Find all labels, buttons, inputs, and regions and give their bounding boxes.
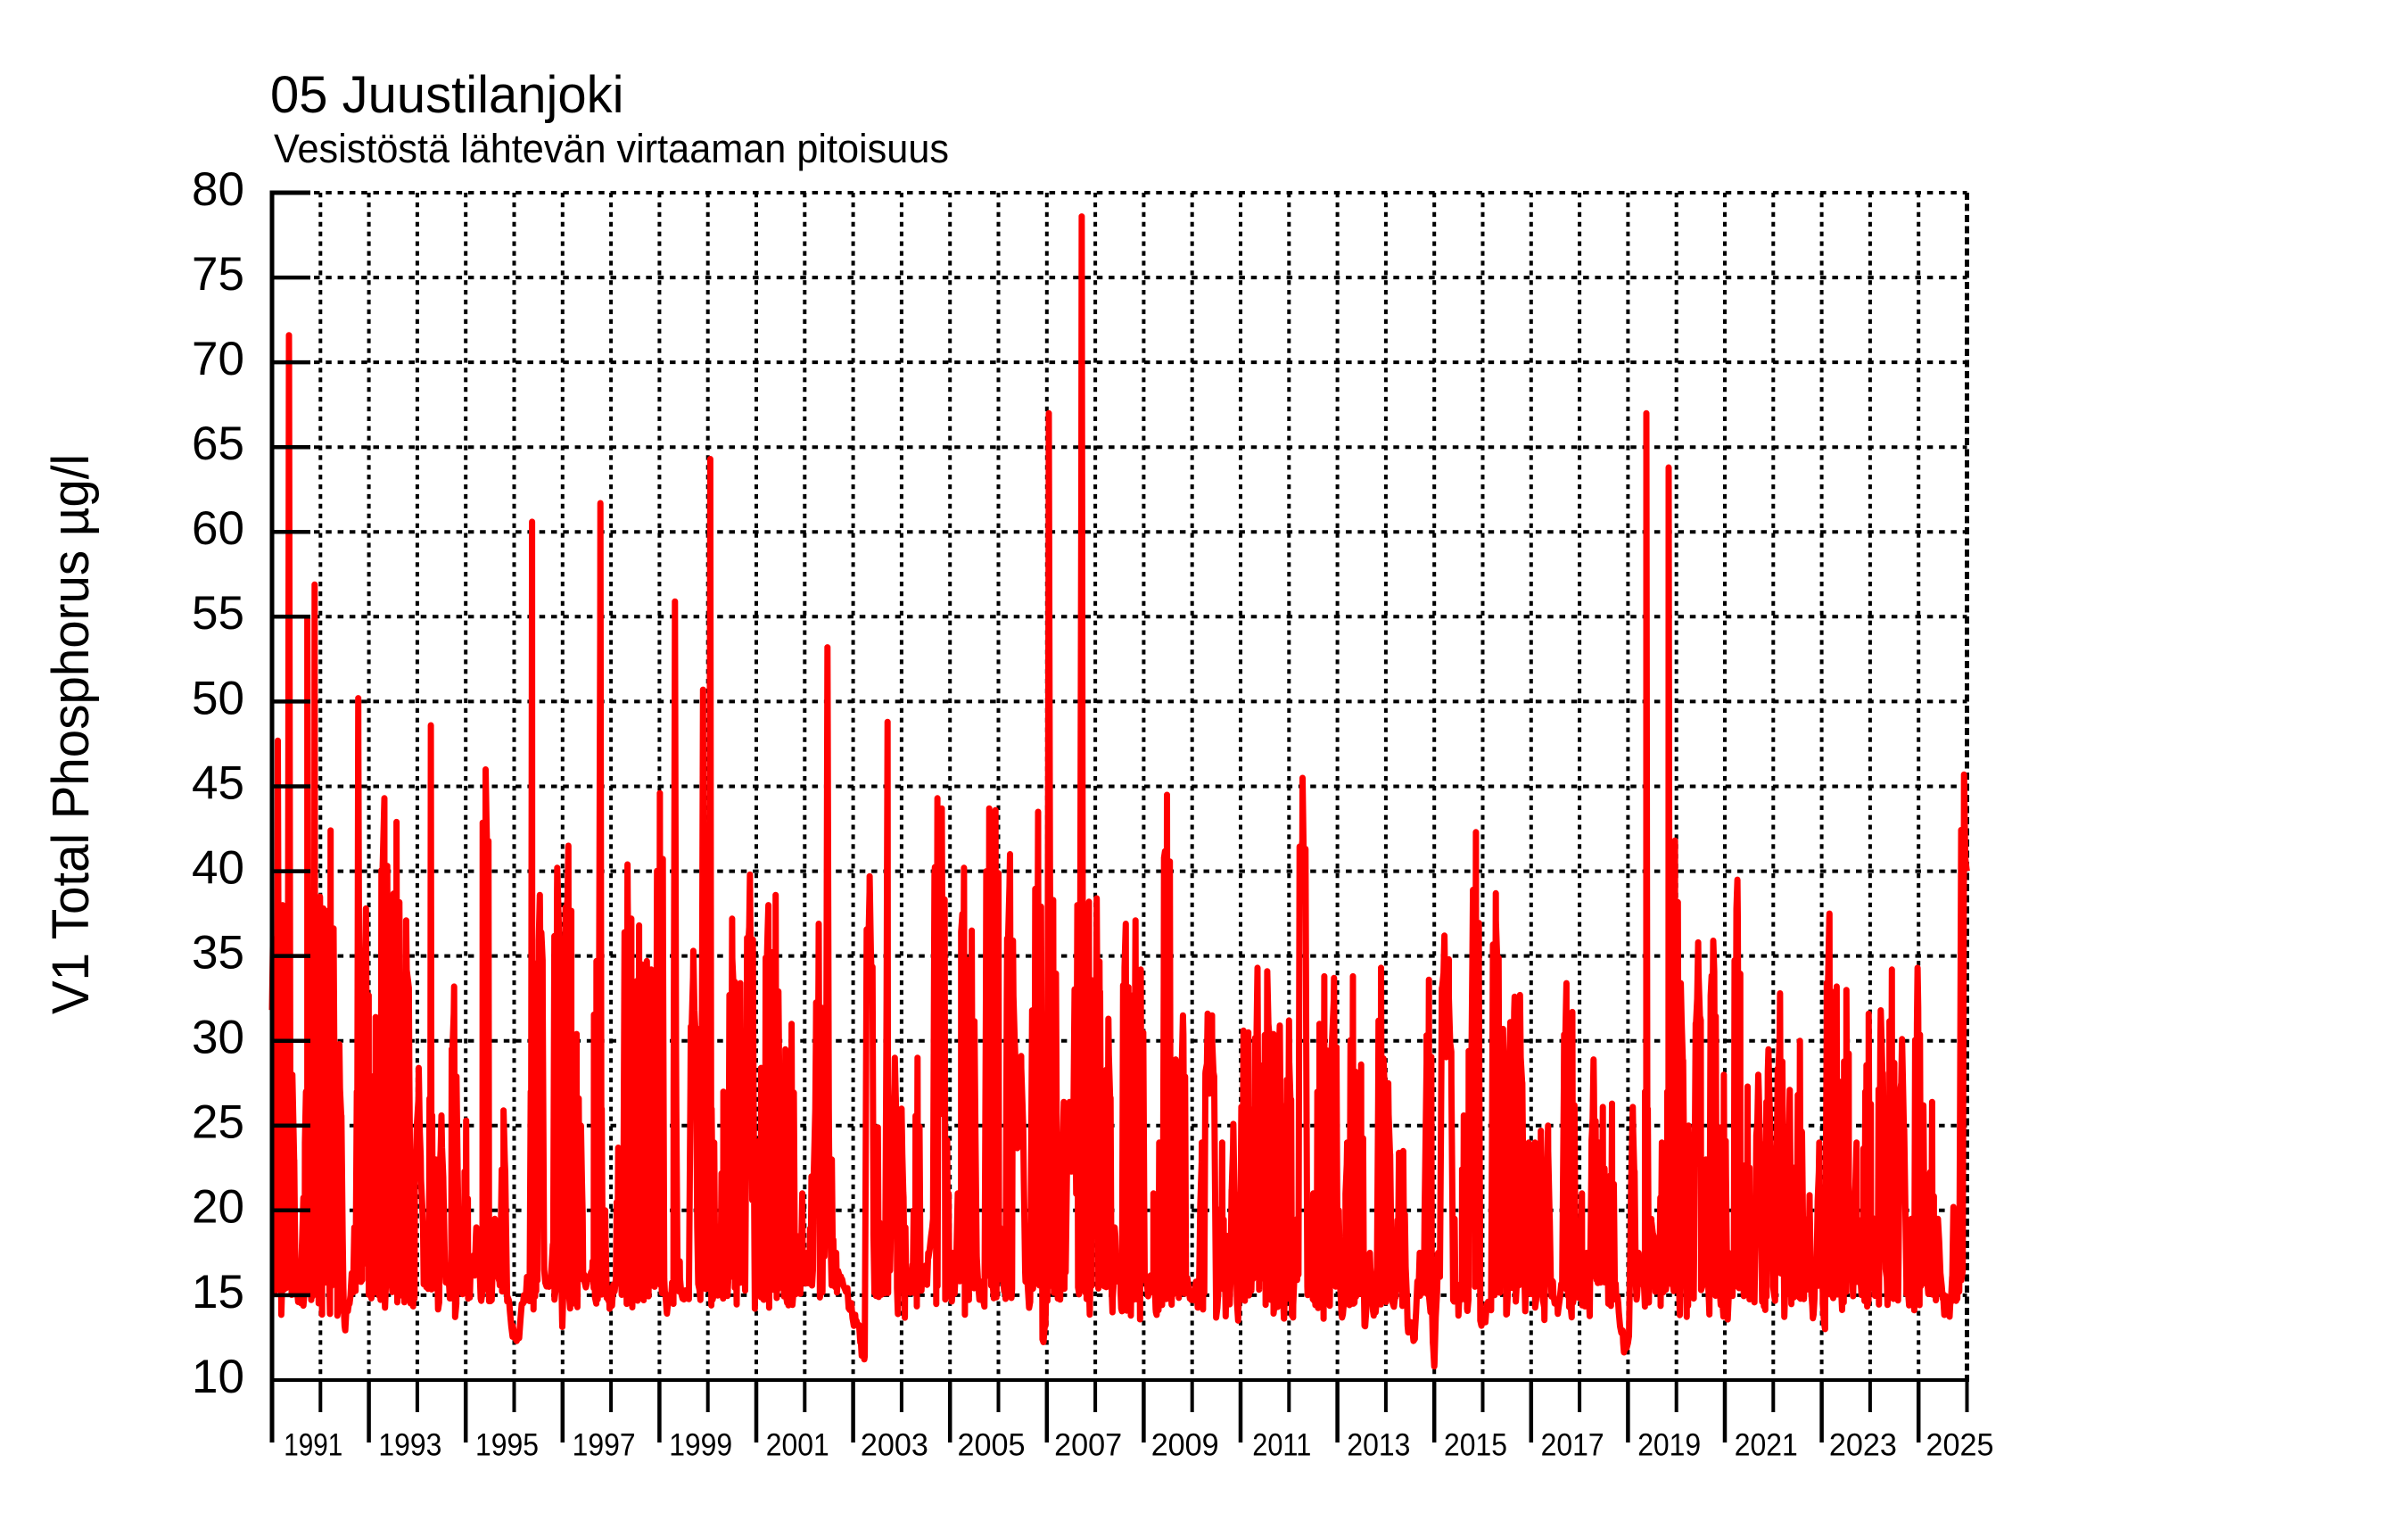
svg-text:2019: 2019 — [1637, 1428, 1701, 1463]
svg-text:2021: 2021 — [1735, 1428, 1798, 1463]
svg-text:1995: 1995 — [475, 1428, 539, 1463]
svg-text:1999: 1999 — [669, 1428, 732, 1463]
svg-text:70: 70 — [192, 333, 244, 385]
svg-text:45: 45 — [192, 756, 244, 809]
svg-text:65: 65 — [192, 417, 244, 470]
svg-text:1997: 1997 — [573, 1428, 636, 1463]
svg-text:75: 75 — [192, 248, 244, 301]
svg-text:2015: 2015 — [1444, 1428, 1507, 1463]
svg-text:30: 30 — [192, 1012, 244, 1064]
svg-text:2005: 2005 — [958, 1428, 1026, 1463]
svg-text:80: 80 — [192, 163, 244, 216]
svg-text:2011: 2011 — [1252, 1428, 1311, 1463]
svg-text:60: 60 — [192, 502, 244, 555]
svg-text:1991: 1991 — [284, 1428, 342, 1463]
svg-text:40: 40 — [192, 842, 244, 895]
svg-text:05 Juustilanjoki: 05 Juustilanjoki — [270, 66, 624, 124]
svg-text:15: 15 — [192, 1266, 244, 1318]
svg-text:2023: 2023 — [1829, 1428, 1897, 1463]
svg-text:10: 10 — [192, 1351, 244, 1403]
svg-text:25: 25 — [192, 1096, 244, 1149]
svg-text:Vesistöstä lähtevän virtaaman: Vesistöstä lähtevän virtaaman pitoisuus — [274, 126, 949, 171]
svg-text:2017: 2017 — [1541, 1428, 1604, 1463]
svg-text:2025: 2025 — [1926, 1428, 1994, 1463]
svg-text:2003: 2003 — [861, 1428, 928, 1463]
svg-text:35: 35 — [192, 927, 244, 980]
svg-text:2001: 2001 — [766, 1428, 829, 1463]
svg-text:1993: 1993 — [378, 1428, 441, 1463]
svg-text:20: 20 — [192, 1181, 244, 1234]
svg-text:50: 50 — [192, 672, 244, 724]
svg-text:V1 Total Phosphorus µg/l: V1 Total Phosphorus µg/l — [42, 454, 100, 1014]
svg-text:2007: 2007 — [1054, 1428, 1122, 1463]
svg-text:55: 55 — [192, 587, 244, 640]
svg-text:2013: 2013 — [1347, 1428, 1410, 1463]
svg-text:2009: 2009 — [1151, 1428, 1219, 1463]
